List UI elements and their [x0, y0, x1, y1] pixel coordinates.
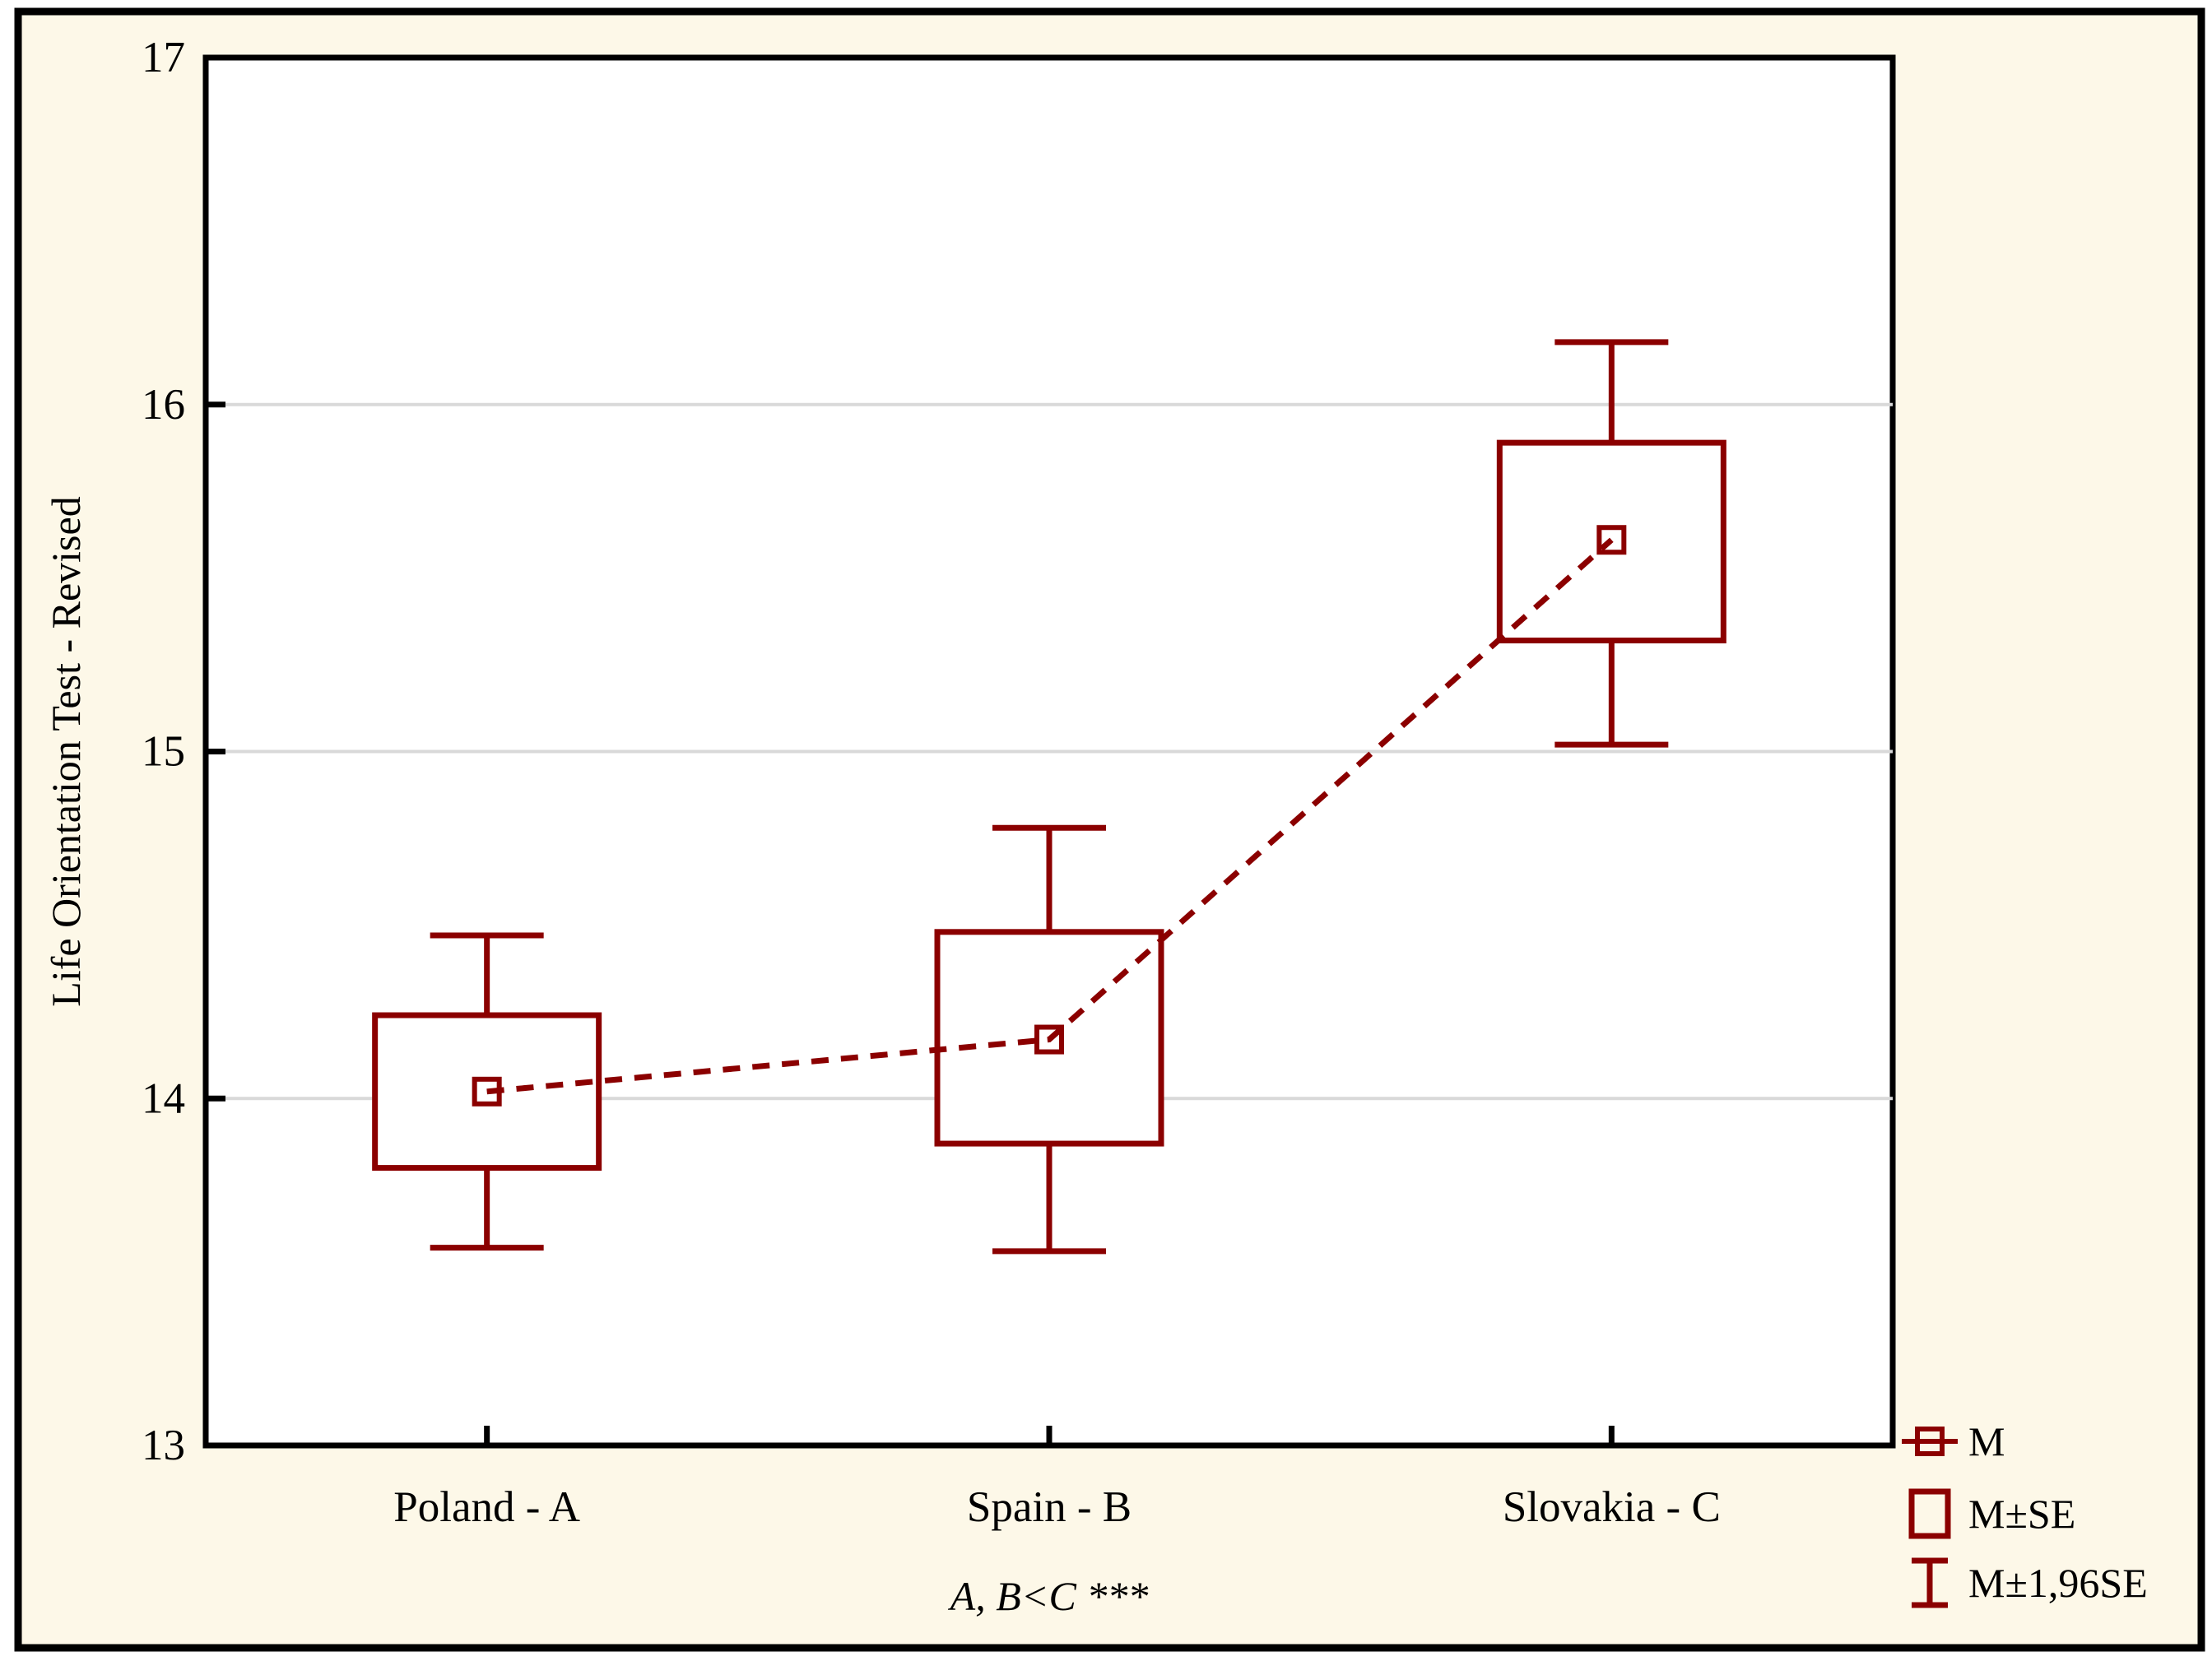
y-tick-label-15: 15	[142, 728, 185, 776]
mean-connector-line	[486, 537, 1614, 1095]
legend-label-2: M±SE	[1968, 1491, 2075, 1537]
legend-mean-marker-icon	[1915, 1427, 1945, 1456]
legend-row-se-box: M±SE	[1908, 1488, 2075, 1539]
x-category-label-1: Poland - A	[393, 1483, 580, 1531]
x-category-label-2: Spain - B	[967, 1483, 1132, 1531]
mean-marker-1	[472, 1076, 502, 1107]
y-tick-label-13: 13	[142, 1422, 185, 1469]
legend-label-1: M	[1968, 1418, 2005, 1464]
legend-row-ci-whisker: M±1,96SE	[1912, 1557, 2148, 1608]
mean-marker-3	[1596, 525, 1627, 555]
legend-row-mean-marker: M	[1902, 1418, 2005, 1464]
x-category-label-3: Slovakia - C	[1503, 1483, 1721, 1531]
y-tick-label-14: 14	[142, 1074, 185, 1122]
legend-label-3: M±1,96SE	[1968, 1560, 2148, 1606]
y-tick-label-16: 16	[142, 381, 185, 429]
legend-se-box-icon	[1908, 1488, 1951, 1539]
significance-annotation: A, B<C ***	[948, 1573, 1149, 1619]
series-group-1	[372, 932, 602, 1251]
mean-marker-2	[1034, 1024, 1064, 1055]
se-box	[372, 1012, 602, 1172]
y-tick-label-17: 17	[142, 34, 185, 81]
y-axis-title: Life Orientation Test - Revised	[43, 496, 89, 1006]
